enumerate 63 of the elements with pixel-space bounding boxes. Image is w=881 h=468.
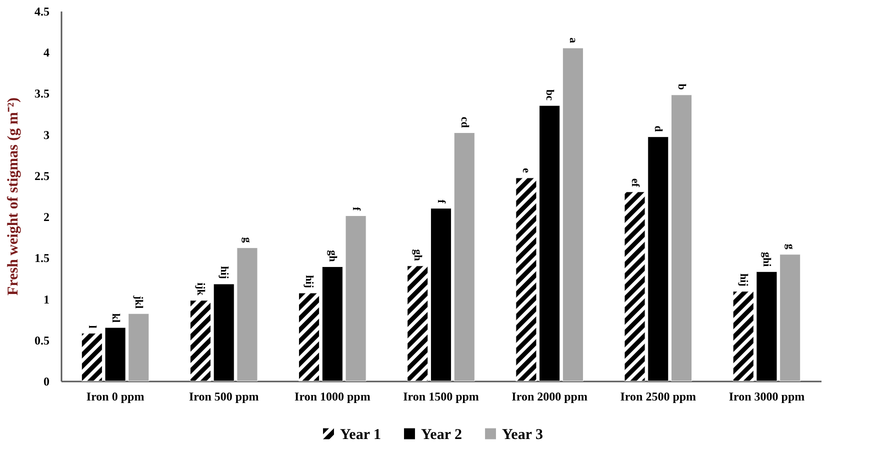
data-label: ijk: [194, 282, 206, 296]
bar: [298, 292, 320, 382]
data-label: f: [350, 207, 362, 212]
data-label: f: [435, 200, 447, 204]
data-label: hij: [737, 274, 750, 286]
y-tick-label: 0.5: [34, 333, 50, 348]
bar: [236, 248, 258, 382]
bar: [128, 313, 150, 382]
x-tick-label: Iron 2500 ppm: [620, 390, 696, 404]
bar: [648, 136, 669, 382]
x-tick-label: Iron 1500 ppm: [403, 390, 479, 404]
bar: [81, 333, 102, 382]
bar: [104, 327, 126, 382]
data-label: gh: [412, 249, 424, 261]
legend-label: Year 1: [340, 426, 381, 443]
data-label: hij: [218, 266, 230, 279]
bar: [190, 300, 212, 382]
bar: [732, 291, 754, 382]
x-tick-label: Iron 0 ppm: [86, 390, 144, 404]
data-label: b: [676, 84, 688, 90]
x-tick-label: Iron 1000 ppm: [294, 390, 370, 404]
x-tick-label: Iron 3000 ppm: [728, 390, 805, 404]
bar: [213, 284, 234, 382]
y-tick-label: 2: [44, 210, 50, 224]
data-label: d: [652, 126, 664, 132]
data-label: gh: [326, 250, 338, 262]
y-tick-label: 1.5: [34, 251, 50, 266]
bar: [516, 178, 537, 382]
data-label: jkl: [132, 294, 145, 309]
data-label: ef: [628, 178, 641, 188]
y-tick-label: 2.5: [34, 168, 50, 183]
bar: [430, 208, 452, 382]
y-tick-label: 1: [44, 292, 50, 306]
data-label: cd: [458, 116, 470, 128]
bar: [780, 254, 801, 382]
y-tick-label: 4: [44, 46, 50, 60]
bar: [624, 192, 646, 382]
legend-label: Year 2: [421, 426, 462, 443]
bar: [322, 266, 343, 382]
y-tick-label: 3: [44, 128, 50, 142]
data-label: ghi: [760, 252, 773, 267]
data-label: kl: [109, 313, 122, 323]
bar: [562, 48, 584, 382]
x-tick-label: Iron 2000 ppm: [512, 390, 588, 404]
data-label: e: [520, 168, 532, 174]
data-label: l: [86, 325, 98, 328]
bar: [539, 105, 560, 382]
bar: [407, 266, 428, 382]
data-label: a: [566, 38, 579, 44]
y-axis-title: Fresh weight of stigmas (g m⁻²): [6, 98, 22, 296]
bar: [670, 94, 692, 382]
data-label: g: [241, 237, 254, 244]
data-label: g: [784, 244, 796, 250]
y-tick-label: 4.5: [34, 4, 50, 18]
bar: [454, 132, 475, 382]
x-tick-label: Iron 500 ppm: [188, 390, 259, 404]
data-label: bc: [544, 90, 556, 101]
legend-label: Year 3: [502, 426, 543, 443]
y-tick-label: 0: [44, 374, 50, 388]
data-label: hij: [303, 275, 316, 288]
y-tick-label: 3.5: [34, 86, 50, 101]
bar: [345, 215, 366, 382]
bar: [756, 271, 778, 382]
